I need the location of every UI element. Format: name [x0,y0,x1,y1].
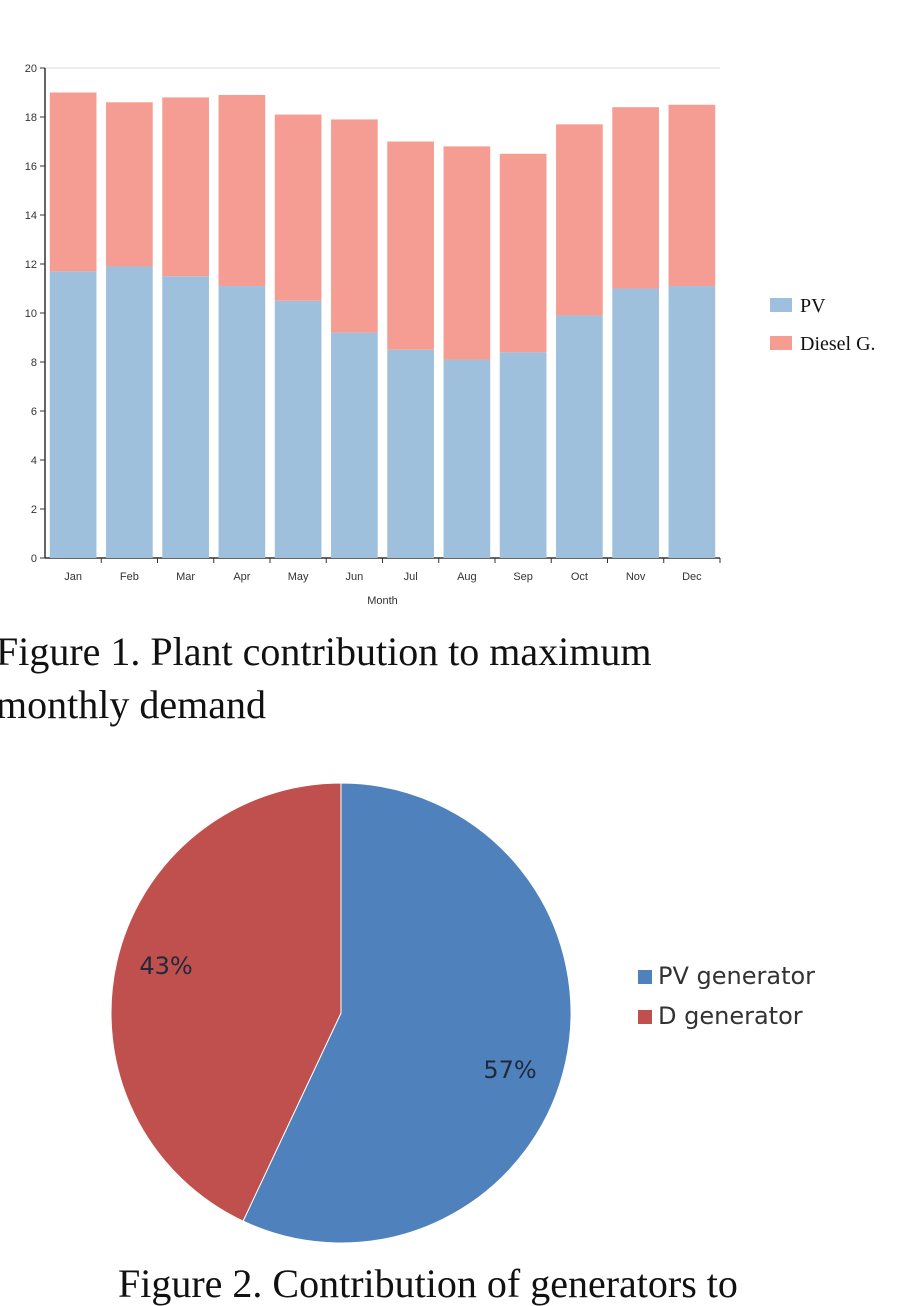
legend-label: PV [800,295,826,317]
bar-pv-jun [331,332,378,558]
bar-diesel-g-sep [499,153,547,353]
legend-swatch [638,970,652,984]
bar-diesel-g-may [274,114,322,301]
bar-pv-may [274,300,322,558]
y-tick-label: 18 [25,112,37,124]
legend-swatch [770,298,792,312]
bar-pv-dec [668,286,716,558]
x-tick-label: Apr [233,571,250,583]
y-tick-label: 12 [25,259,37,271]
y-tick-label: 8 [31,357,37,369]
bar-pv-jan [49,271,97,558]
pie-slice-pv-generator [242,782,572,1244]
bar-pv-apr [218,286,266,558]
bar-pv-nov [612,288,659,558]
x-axis-label: Month [367,595,398,607]
x-tick-label: Jul [404,571,418,583]
y-tick-label: 6 [31,406,37,418]
x-tick-label: Oct [571,571,588,583]
y-tick-label: 10 [25,308,37,320]
bar-diesel-g-aug [443,146,491,360]
y-tick-label: 16 [25,161,37,173]
y-tick-label: 0 [31,553,37,565]
legend-label: Diesel G. [800,333,876,355]
x-tick-label: Aug [457,571,477,583]
x-tick-label: Jun [346,571,364,583]
bar-pv-jul [387,349,434,558]
pie-slice-label: 57% [483,1056,536,1084]
x-tick-label: Jan [64,571,82,583]
bar-diesel-g-oct [556,124,603,316]
bar-pv-mar [162,276,209,558]
pie-slice-d-generator [110,782,342,1222]
bar-diesel-g-apr [218,94,266,287]
x-tick-label: Dec [682,571,702,583]
x-tick-label: Nov [626,571,646,583]
bar-pv-feb [106,266,153,558]
x-tick-label: Mar [176,571,195,583]
x-tick-label: Feb [120,571,139,583]
y-tick-label: 4 [31,455,37,467]
bar-chart: 0 2 4 6 8 10 12 14 16 18 20 Jan Feb Mar Apr May Jun Jul Au… [25,63,876,607]
figure-1-caption-line-2: monthly demand [0,682,266,727]
figure-2-caption: Figure 2. Contribution of generators to [118,1261,738,1306]
bar-diesel-g-feb [106,102,153,267]
bar-diesel-g-nov [612,107,659,289]
pie-slice-label: 43% [139,952,192,980]
bar-diesel-g-jun [331,119,378,333]
bar-pv-aug [443,359,491,558]
legend-label: D generator [658,1002,803,1030]
pie-chart: 57% 43% PV generator D generator [110,782,815,1244]
y-tick-label: 14 [25,210,37,222]
legend-swatch [638,1010,652,1024]
figure-1-caption-line-1: Figure 1. Plant contribution to maximum [0,629,652,674]
bar-pv-oct [556,315,603,558]
x-tick-label: Sep [513,571,533,583]
x-tick-label: May [288,571,309,583]
bar-diesel-g-jan [49,92,97,272]
legend-label: PV generator [658,962,815,990]
y-tick-label: 2 [31,504,37,516]
bar-pv-sep [499,352,547,558]
bar-diesel-g-mar [162,97,209,277]
bar-diesel-g-dec [668,104,716,287]
bar-diesel-g-jul [387,141,434,350]
y-tick-label: 20 [25,63,37,75]
legend-swatch [770,336,792,350]
